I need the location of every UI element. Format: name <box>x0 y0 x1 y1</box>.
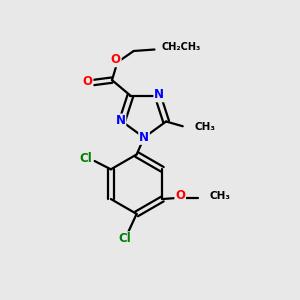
Text: CH₃: CH₃ <box>195 122 216 132</box>
Text: N: N <box>154 88 164 101</box>
Text: O: O <box>175 189 185 202</box>
Text: Cl: Cl <box>118 232 131 245</box>
Text: N: N <box>116 114 125 128</box>
Text: N: N <box>139 131 149 144</box>
Text: O: O <box>111 53 121 66</box>
Text: CH₃: CH₃ <box>209 191 230 201</box>
Text: Cl: Cl <box>80 152 93 164</box>
Text: CH₂CH₃: CH₂CH₃ <box>161 42 200 52</box>
Text: O: O <box>82 74 93 88</box>
